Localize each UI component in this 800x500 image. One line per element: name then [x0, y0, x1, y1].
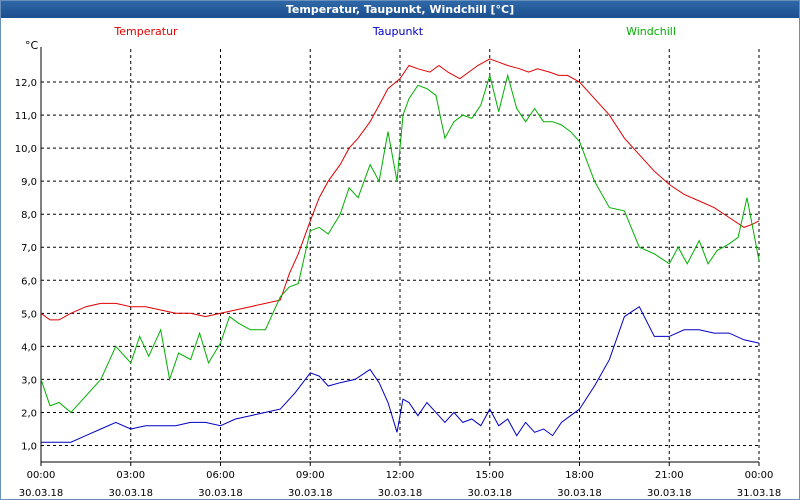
chart-canvas: 1,0 2,0 3,0 4,0 5,0 6,0 7,0 8,0 9,0 10,0 11,0 12,0 0… [15, 25, 782, 499]
x-tick-time-label: 18:00 [565, 470, 594, 481]
x-tick-time-label: 15:00 [475, 470, 504, 481]
x-tick-date-label: 30.03.18 [467, 488, 512, 499]
y-axis-label: °C [25, 39, 39, 52]
x-tick-time-label: 06:00 [206, 470, 235, 481]
y-tick-label: 6,0 [21, 276, 37, 287]
x-tick-date-label: 30.03.18 [557, 488, 602, 499]
series-temperatur-line [40, 58, 760, 321]
y-tick-label: 9,0 [21, 177, 37, 188]
axes [40, 47, 760, 466]
x-tick-time-label: 00:00 [745, 470, 774, 481]
legend-windchill: Windchill [626, 25, 676, 38]
window-title: Temperatur, Taupunkt, Windchill [°C] [1, 1, 799, 18]
x-tick-date-label: 30.03.18 [647, 488, 692, 499]
series-lines [40, 58, 760, 443]
x-tick-time-label: 21:00 [655, 470, 684, 481]
y-tick-label: 1,0 [21, 441, 37, 452]
y-tick-label: 7,0 [21, 243, 37, 254]
x-tick-date-label: 31.03.18 [737, 488, 782, 499]
x-tick-time-label: 00:00 [27, 470, 56, 481]
x-tick-date-label: 30.03.18 [19, 488, 64, 499]
y-tick-label: 8,0 [21, 210, 37, 221]
legend-taupunkt: Taupunkt [372, 25, 424, 38]
y-tick-label: 4,0 [21, 342, 37, 353]
x-tick-time-label: 09:00 [296, 470, 325, 481]
series-windchill-line [40, 73, 760, 414]
x-tick-date-label: 30.03.18 [198, 488, 243, 499]
x-tick-date-label: 30.03.18 [108, 488, 153, 499]
x-tick-date-label: 30.03.18 [378, 488, 423, 499]
y-tick-label: 3,0 [21, 375, 37, 386]
series-taupunkt-line [41, 305, 760, 443]
grid-lines [41, 49, 759, 462]
x-tick-time-label: 03:00 [116, 470, 145, 481]
y-tick-label: 11,0 [15, 111, 37, 122]
y-tick-label: 12,0 [15, 78, 37, 89]
tick-labels: 1,0 2,0 3,0 4,0 5,0 6,0 7,0 8,0 9,0 10,0 11,0 12,0 0… [15, 78, 782, 499]
x-tick-date-label: 30.03.18 [288, 488, 333, 499]
y-tick-label: 2,0 [21, 408, 37, 419]
y-tick-label: 5,0 [21, 309, 37, 320]
x-tick-time-label: 12:00 [386, 470, 415, 481]
y-tick-label: 10,0 [15, 144, 37, 155]
legend-temperatur: Temperatur [113, 25, 178, 38]
